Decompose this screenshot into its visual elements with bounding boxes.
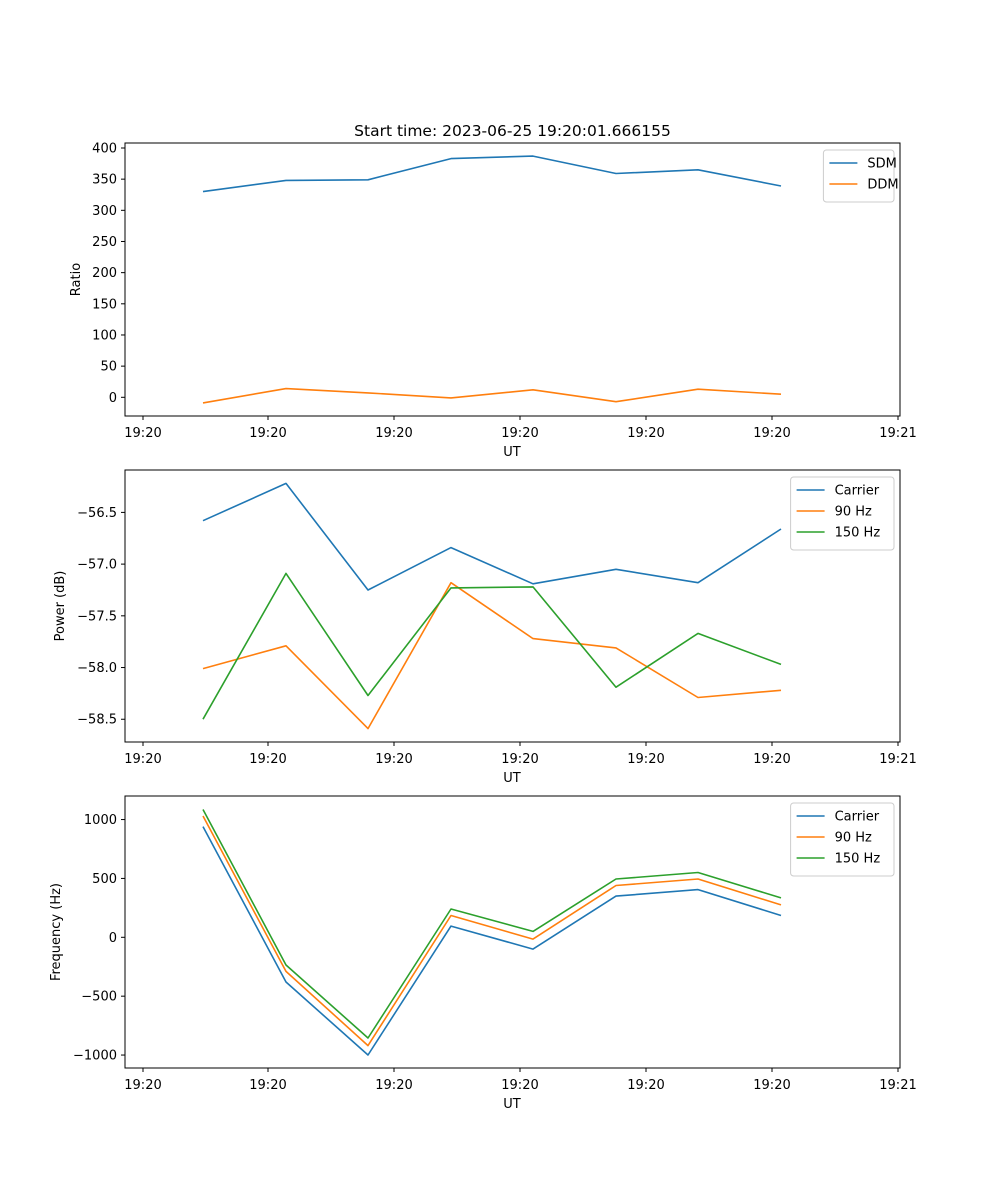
- ratio-x-tick-label: 19:20: [627, 426, 664, 441]
- power-x-tick-label: 19:20: [124, 752, 161, 767]
- ratio-x-tick-label: 19:20: [124, 426, 161, 441]
- power-y-tick-label: −57.0: [77, 558, 117, 573]
- ratio-y-tick-label: 300: [92, 204, 117, 219]
- frequency-x-axis-label: UT: [503, 1097, 521, 1112]
- frequency-x-tick-label: 19:20: [753, 1078, 790, 1093]
- ratio-y-tick-label: 200: [92, 266, 117, 281]
- frequency-y-tick-label: 1000: [84, 813, 117, 828]
- frequency-y-axis-label: Frequency (Hz): [49, 883, 64, 981]
- ratio-legend-label: SDM: [867, 157, 896, 172]
- ratio-series-sdm: [202, 155, 782, 193]
- power-x-tick-label: 19:20: [249, 752, 286, 767]
- ratio-y-axis-label: Ratio: [69, 263, 84, 296]
- ratio-y-tick-label: 400: [92, 141, 117, 156]
- frequency-x-tick-label: 19:20: [375, 1078, 412, 1093]
- frequency-legend-label: 150 Hz: [835, 852, 881, 867]
- frequency-series-carrier: [202, 826, 782, 1056]
- frequency-y-tick-label: 0: [109, 931, 117, 946]
- power-x-tick-label: 19:20: [375, 752, 412, 767]
- frequency-series-150-hz: [202, 809, 782, 1039]
- ratio-x-tick-label: 19:21: [879, 426, 916, 441]
- ratio-x-tick-label: 19:20: [375, 426, 412, 441]
- power-legend-label: 150 Hz: [835, 526, 881, 541]
- power-x-tick-label: 19:20: [501, 752, 538, 767]
- power-legend: Carrier 90 Hz 150 Hz: [790, 476, 895, 551]
- ratio-axes-frame: [124, 142, 901, 417]
- ratio-y-tick-label: 100: [92, 328, 117, 343]
- ratio-series-ddm: [202, 387, 782, 404]
- power-y-tick-label: −56.5: [77, 506, 117, 521]
- ratio-x-tick-label: 19:20: [249, 426, 286, 441]
- power-x-tick-label: 19:20: [627, 752, 664, 767]
- ratio-y-tick-label: 350: [92, 173, 117, 188]
- ratio-y-tick-label: 250: [92, 235, 117, 250]
- frequency-x-tick-label: 19:21: [879, 1078, 916, 1093]
- power-x-tick-label: 19:20: [753, 752, 790, 767]
- frequency-x-tick-label: 19:20: [124, 1078, 161, 1093]
- power-y-tick-label: −58.0: [77, 661, 117, 676]
- frequency-x-tick-label: 19:20: [501, 1078, 538, 1093]
- ratio-legend: SDM DDM: [822, 149, 899, 203]
- power-legend-label: 90 Hz: [835, 505, 872, 520]
- frequency-y-tick-label: −1000: [73, 1049, 117, 1064]
- power-y-axis-label: Power (dB): [53, 571, 68, 642]
- ratio-y-tick-label: 0: [109, 391, 117, 406]
- frequency-legend-label: Carrier: [835, 810, 880, 825]
- frequency-x-tick-label: 19:20: [249, 1078, 286, 1093]
- power-series-90-hz: [202, 581, 782, 730]
- power-axes-frame: [124, 469, 901, 743]
- figure-title: Start time: 2023-06-25 19:20:01.666155: [354, 122, 671, 140]
- ratio-x-tick-label: 19:20: [501, 426, 538, 441]
- frequency-y-tick-label: −500: [81, 990, 117, 1005]
- power-x-axis-label: UT: [503, 771, 521, 786]
- ratio-y-tick-label: 150: [92, 297, 117, 312]
- frequency-axes-frame: [124, 795, 901, 1069]
- power-x-tick-label: 19:21: [879, 752, 916, 767]
- frequency-y-tick-label: 500: [92, 872, 117, 887]
- frequency-legend: Carrier 90 Hz 150 Hz: [790, 802, 895, 877]
- power-y-tick-label: −57.5: [77, 609, 117, 624]
- power-series-150-hz: [202, 572, 782, 720]
- frequency-panel: 19:20 19:20 19:20 19:20 19:20 19:20 19:21 −1000…: [49, 795, 917, 1112]
- ratio-panel: 19:20 19:20 19:20 19:20 19:20 19:20 19:21 0 50 10…: [69, 141, 917, 460]
- frequency-series-90-hz: [202, 815, 782, 1047]
- frequency-legend-label: 90 Hz: [835, 831, 872, 846]
- ratio-legend-label: DDM: [867, 178, 898, 193]
- ratio-x-tick-label: 19:20: [753, 426, 790, 441]
- power-legend-label: Carrier: [835, 484, 880, 499]
- power-y-tick-label: −58.5: [77, 713, 117, 728]
- power-panel: 19:20 19:20 19:20 19:20 19:20 19:20 19:21 −58.5…: [53, 469, 917, 786]
- ratio-x-axis-label: UT: [503, 445, 521, 460]
- frequency-x-tick-label: 19:20: [627, 1078, 664, 1093]
- power-series-carrier: [202, 482, 782, 591]
- ratio-y-tick-label: 50: [100, 360, 117, 375]
